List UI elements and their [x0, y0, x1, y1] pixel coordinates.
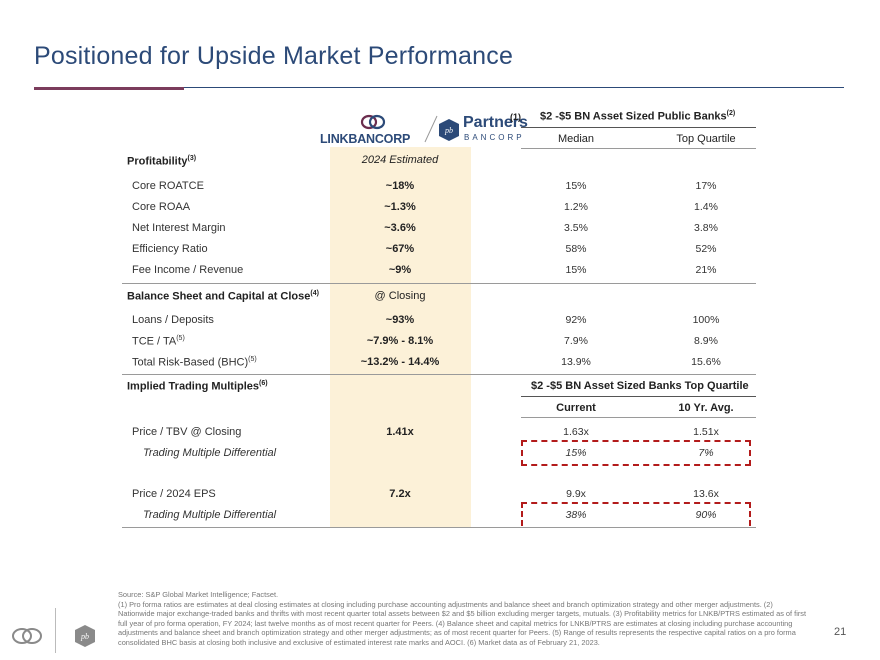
linkbancorp-logo-icon: [360, 114, 386, 130]
row-label-price-tbv: Price / TBV @ Closing: [132, 426, 242, 438]
median-column-header: Median: [557, 133, 595, 145]
peer-group-header-sup: (2): [726, 110, 736, 117]
current-price-tbv: 1.63x: [563, 426, 589, 438]
top-quartile-column-header: Top Quartile: [676, 133, 736, 145]
median-loans-deposits: 92%: [565, 314, 587, 326]
top-core-roaa: 1.4%: [694, 201, 718, 213]
value-core-roaa: ~1.3%: [384, 201, 416, 213]
trading-label: Implied Trading Multiples: [127, 380, 260, 393]
partners-wordmark: Partners: [463, 114, 528, 131]
value-core-roatce: ~18%: [385, 180, 415, 192]
footer-logo-divider: [55, 608, 56, 653]
median-efficiency: 58%: [565, 243, 587, 255]
source-note: Source: S&P Global Market Intelligence; …: [118, 590, 279, 599]
value-tce-ta: ~7.9% - 8.1%: [366, 335, 434, 347]
diff-current-eps: 38%: [565, 509, 587, 521]
title-rule: [34, 87, 844, 88]
svg-text:pb: pb: [80, 632, 89, 641]
partners-logo-icon: pb: [439, 119, 459, 141]
peer-header-rule: [521, 127, 756, 128]
partners-subtitle: BANCORP: [464, 133, 525, 142]
value-nim: ~3.6%: [384, 222, 416, 234]
balance-section-header: Balance Sheet and Capital at Close(4): [127, 290, 319, 303]
top-total-risk-based: 15.6%: [691, 356, 721, 368]
column-header-rule: [521, 148, 756, 149]
profitability-section-header: Profitability(3): [127, 155, 196, 168]
trading-sup: (6): [259, 380, 268, 387]
partners-footer-logo-icon: pb: [75, 625, 95, 647]
logo-area: LINKBANCORP pb Partners BANCORP (1): [320, 112, 540, 152]
row-label-efficiency: Efficiency Ratio: [132, 243, 208, 255]
current-column-header: Current: [556, 402, 596, 414]
row-label-price-eps: Price / 2024 EPS: [132, 488, 216, 500]
value-total-risk-based: ~13.2% - 14.4%: [360, 356, 440, 368]
value-price-tbv: 1.41x: [386, 426, 414, 438]
logo-divider-slash: [424, 115, 438, 143]
value-price-eps: 7.2x: [389, 488, 411, 500]
profitability-sup: (3): [187, 155, 197, 162]
trading-peer-header: $2 -$5 BN Asset Sized Banks Top Quartile: [531, 380, 749, 392]
diff-avg10-tbv: 7%: [698, 447, 714, 459]
top-loans-deposits: 100%: [692, 314, 720, 326]
median-tce-ta: 7.9%: [564, 335, 588, 347]
balance-label: Balance Sheet and Capital at Close: [127, 290, 311, 303]
diff-current-tbv: 15%: [565, 447, 587, 459]
top-core-roatce: 17%: [695, 180, 717, 192]
row-label-fee-income: Fee Income / Revenue: [132, 264, 244, 276]
median-core-roatce: 15%: [565, 180, 587, 192]
section-divider: [122, 374, 756, 375]
row-label-tce-ta: TCE / TA(5): [132, 335, 185, 348]
profitability-label: Profitability: [127, 155, 188, 168]
row-label-core-roatce: Core ROATCE: [132, 180, 204, 192]
row-label-differential-tbv: Trading Multiple Differential: [143, 447, 277, 459]
linkbancorp-wordmark: LINKBANCORP: [320, 132, 411, 146]
differential-highlight-box: [521, 440, 751, 466]
row-label-loans-deposits: Loans / Deposits: [132, 314, 214, 326]
avg10-price-tbv: 1.51x: [693, 426, 719, 438]
row-label-differential-eps: Trading Multiple Differential: [143, 509, 277, 521]
current-price-eps: 9.9x: [566, 488, 586, 500]
row-label-total-risk-based: Total Risk-Based (BHC)(5): [132, 356, 257, 369]
ten-year-avg-column-header: 10 Yr. Avg.: [678, 402, 734, 414]
linkbancorp-footer-logo-icon: [12, 628, 42, 644]
avg10-price-eps: 13.6x: [693, 488, 719, 500]
value-fee-income: ~9%: [388, 264, 412, 276]
trading-column-header-rule: [521, 417, 756, 418]
row-label-core-roaa: Core ROAA: [132, 201, 191, 213]
value-loans-deposits: ~93%: [385, 314, 415, 326]
top-fee-income: 21%: [695, 264, 717, 276]
table-bottom-rule: [122, 527, 756, 528]
median-nim: 3.5%: [564, 222, 588, 234]
median-core-roaa: 1.2%: [564, 201, 588, 213]
logo-footnote-ref: (1): [510, 112, 521, 122]
trading-section-header: Implied Trading Multiples(6): [127, 380, 268, 393]
pro-forma-highlight-column: [330, 147, 471, 527]
footnotes: Source: S&P Global Market Intelligence; …: [118, 590, 808, 648]
balance-sup: (4): [310, 290, 319, 297]
diff-avg10-eps: 90%: [695, 509, 717, 521]
title-accent-bar: [34, 87, 184, 90]
top-nim: 3.8%: [694, 222, 718, 234]
svg-text:pb: pb: [444, 126, 453, 135]
section-divider: [122, 283, 756, 284]
footnote-text: (1) Pro forma ratios are estimates at de…: [118, 599, 807, 647]
trading-peer-header-rule: [521, 396, 756, 397]
row-label-nim: Net Interest Margin: [132, 222, 226, 234]
peer-group-header: $2 -$5 BN Asset Sized Public Banks(2): [540, 110, 735, 123]
value-efficiency: ~67%: [385, 243, 415, 255]
median-fee-income: 15%: [565, 264, 587, 276]
median-total-risk-based: 13.9%: [561, 356, 591, 368]
top-tce-ta: 8.9%: [694, 335, 718, 347]
profitability-column-header: 2024 Estimated: [361, 154, 439, 166]
balance-column-header: @ Closing: [374, 290, 426, 302]
top-efficiency: 52%: [695, 243, 717, 255]
page-title: Positioned for Upside Market Performance: [34, 42, 514, 70]
page-number: 21: [834, 626, 847, 638]
peer-group-header-text: $2 -$5 BN Asset Sized Public Banks: [540, 110, 727, 123]
differential-highlight-box: [521, 502, 751, 526]
